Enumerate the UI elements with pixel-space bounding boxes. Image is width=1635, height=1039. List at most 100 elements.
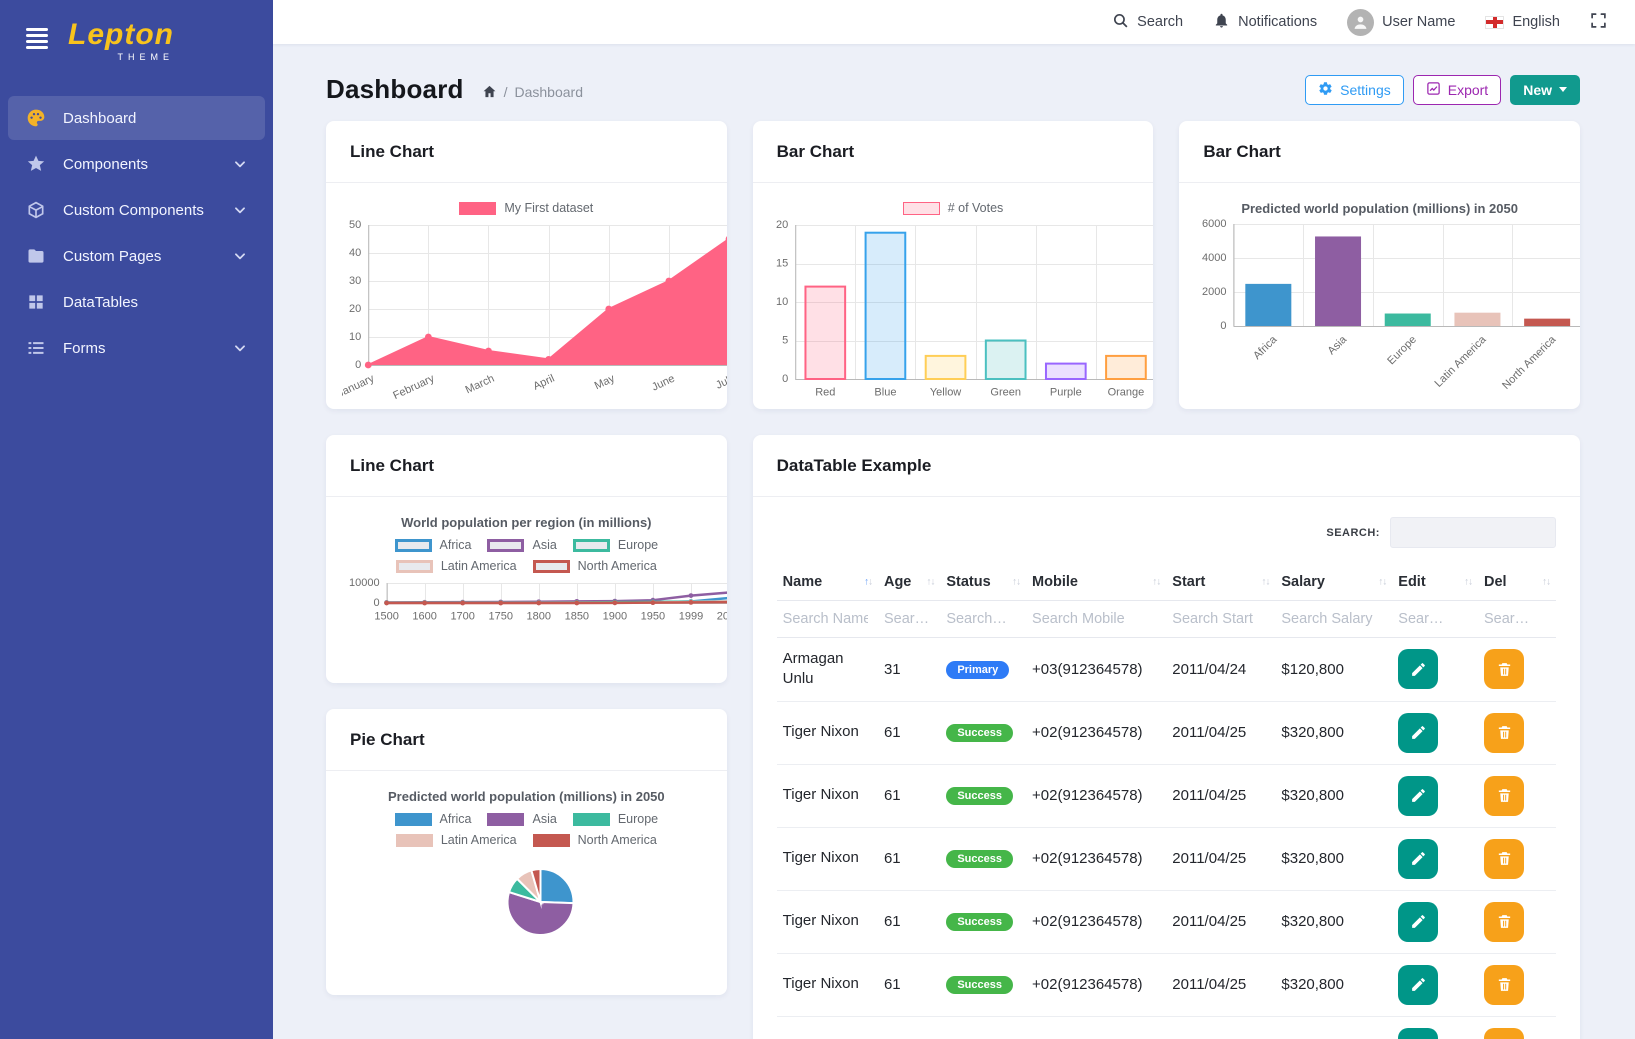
- cell-status: Success: [940, 764, 1027, 828]
- filter-input-edit[interactable]: [1398, 611, 1470, 627]
- edit-button[interactable]: [1398, 838, 1439, 879]
- sidebar-item-custom-pages[interactable]: Custom Pages: [8, 234, 265, 278]
- cell-name: Tiger Nixon: [776, 1016, 878, 1039]
- caret-down-icon: [1559, 87, 1567, 92]
- filter-input-start[interactable]: [1172, 611, 1266, 627]
- fullscreen-toggle[interactable]: [1590, 12, 1607, 33]
- delete-button[interactable]: [1484, 775, 1524, 816]
- table-row: Tiger Nixon61Success+02(912364578)2011/0…: [776, 1016, 1556, 1039]
- page-content: Dashboard / Dashboard Settings Export: [273, 44, 1635, 1039]
- filter-input-del[interactable]: [1484, 611, 1548, 627]
- delete-button[interactable]: [1484, 1027, 1524, 1039]
- star-icon: [26, 154, 46, 174]
- sort-icons[interactable]: ↑↓: [1464, 576, 1473, 588]
- edit-button[interactable]: [1398, 901, 1439, 942]
- brand-logo[interactable]: Lepton THEME: [68, 20, 174, 63]
- pie-chart-body: Predicted world population (millions) in…: [326, 771, 727, 943]
- settings-button[interactable]: Settings: [1305, 74, 1404, 105]
- edit-button[interactable]: [1398, 964, 1439, 1005]
- column-header-name[interactable]: Name ↑↓: [776, 564, 878, 601]
- column-header-age[interactable]: Age ↑↓: [877, 564, 941, 601]
- cell-salary: $320,800: [1275, 764, 1393, 828]
- column-header-start[interactable]: Start ↑↓: [1166, 564, 1276, 601]
- status-badge: Success: [946, 787, 1013, 805]
- delete-button[interactable]: [1484, 901, 1524, 942]
- cell-name: Tiger Nixon: [776, 890, 878, 954]
- edit-button[interactable]: [1398, 775, 1439, 816]
- edit-button[interactable]: [1398, 1027, 1439, 1039]
- cell-name: Armagan Unlu: [776, 637, 878, 702]
- delete-button[interactable]: [1484, 964, 1524, 1005]
- bar-chart-population-body: Predicted world population (millions) in…: [1179, 183, 1580, 402]
- filter-input-name[interactable]: [782, 611, 869, 627]
- column-header-label: Edit: [1398, 574, 1426, 590]
- delete-button[interactable]: [1484, 649, 1524, 690]
- edit-button[interactable]: [1398, 712, 1439, 753]
- legend-label: Latin America: [440, 559, 517, 573]
- filter-input-age[interactable]: [883, 611, 933, 627]
- topbar: Search Notifications User Name English: [273, 0, 1635, 44]
- export-button[interactable]: Export: [1412, 74, 1502, 105]
- sort-icons[interactable]: ↑↓: [863, 576, 873, 588]
- filter-input-salary[interactable]: [1281, 611, 1383, 627]
- delete-button[interactable]: [1484, 712, 1524, 753]
- bell-icon: [1213, 12, 1230, 33]
- topbar-user[interactable]: User Name: [1347, 8, 1455, 36]
- delete-button[interactable]: [1484, 838, 1524, 879]
- sidebar-item-custom-components[interactable]: Custom Components: [8, 188, 265, 232]
- sort-icons[interactable]: ↑↓: [1541, 576, 1551, 588]
- edit-button[interactable]: [1398, 649, 1439, 690]
- bar-chart-votes-card-title: Bar Chart: [776, 141, 855, 161]
- main-area: Search Notifications User Name English: [273, 0, 1635, 1039]
- chevron-down-icon: [233, 341, 247, 355]
- home-icon[interactable]: [482, 84, 497, 99]
- topbar-language[interactable]: English: [1485, 14, 1560, 30]
- topbar-search[interactable]: Search: [1112, 12, 1183, 33]
- bar-chart-votes-card: Bar Chart # of Votes: [752, 121, 1154, 409]
- breadcrumb-current: Dashboard: [514, 83, 584, 100]
- chart-title: Predicted world population (millions) in…: [1241, 201, 1518, 216]
- sort-icons[interactable]: ↑↓: [1012, 576, 1021, 588]
- sort-icons[interactable]: ↑↓: [1261, 576, 1270, 588]
- cell-edit: [1392, 827, 1478, 891]
- topbar-notifications[interactable]: Notifications: [1213, 12, 1317, 33]
- sidebar-item-forms[interactable]: Forms: [8, 326, 265, 370]
- column-header-status[interactable]: Status ↑↓: [940, 564, 1027, 601]
- filter-cell: [1392, 600, 1478, 638]
- filter-input-status[interactable]: [946, 611, 1018, 627]
- filter-input-mobile[interactable]: [1032, 611, 1156, 627]
- card-title: Bar Chart: [1179, 121, 1580, 183]
- cell-salary: $320,800: [1275, 1016, 1393, 1039]
- avatar: [1347, 8, 1375, 36]
- column-header-mobile[interactable]: Mobile ↑↓: [1026, 564, 1167, 601]
- bar-chart-votes-body: # of Votes: [753, 183, 1154, 409]
- menu-toggle-icon[interactable]: [26, 28, 48, 52]
- column-header-del[interactable]: Del ↑↓: [1478, 564, 1556, 601]
- chart-legend: Africa Asia Europe Latin America North Ameri…: [342, 812, 711, 847]
- sidebar-item-components[interactable]: Components: [8, 142, 265, 186]
- cell-start: 2011/04/25: [1166, 890, 1276, 954]
- cell-mobile: +02(912364578): [1026, 764, 1167, 828]
- sort-icons[interactable]: ↑↓: [1378, 576, 1387, 588]
- column-header-edit[interactable]: Edit ↑↓: [1392, 564, 1478, 601]
- legend-item: My First dataset: [459, 201, 593, 215]
- column-header-salary[interactable]: Salary ↑↓: [1275, 564, 1393, 601]
- settings-button-label: Settings: [1340, 81, 1391, 98]
- table-row: Armagan Unlu 31 Primary +03(912364578) 2011/…: [776, 637, 1556, 702]
- datatable-search-input[interactable]: [1389, 517, 1556, 548]
- sidebar-item-dashboard[interactable]: Dashboard: [8, 96, 265, 140]
- status-badge: Primary: [946, 660, 1010, 679]
- palette-icon: [26, 108, 46, 128]
- legend-item: Europe: [572, 538, 658, 552]
- sidebar-item-datatables[interactable]: DataTables: [8, 280, 265, 324]
- cell-salary: $320,800: [1275, 701, 1393, 765]
- england-flag-icon: [1485, 15, 1505, 29]
- new-button[interactable]: New: [1510, 74, 1580, 105]
- sidebar: Lepton THEME Dashboard Components Custom C…: [0, 0, 273, 1039]
- cell-salary: $320,800: [1275, 827, 1393, 891]
- sort-icons[interactable]: ↑↓: [926, 576, 935, 588]
- export-button-label: Export: [1447, 81, 1489, 98]
- card-title: Line Chart: [326, 121, 727, 183]
- sort-icons[interactable]: ↑↓: [1152, 576, 1161, 588]
